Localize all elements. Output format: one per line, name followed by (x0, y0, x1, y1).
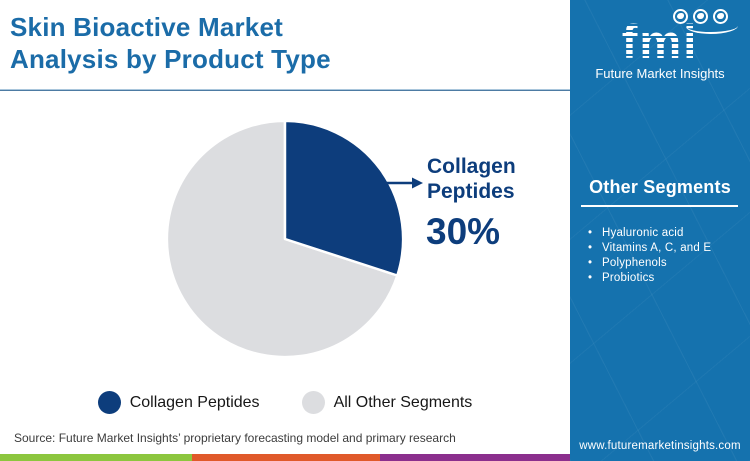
footer-stripe-orange (192, 454, 380, 461)
legend-item-collagen-peptides: Collagen Peptides (97, 391, 260, 414)
logo-acronym: fmi (621, 15, 699, 68)
list-item-hyaluronic-acid: Hyaluronic acid (586, 226, 744, 241)
footer-stripe-green (0, 454, 192, 461)
legend-label: All Other Segments (333, 393, 473, 411)
legend-swatch-collagen-peptides (97, 391, 121, 414)
page-title: Skin Bioactive Market Analysis by Produc… (10, 12, 331, 74)
globe-americas-icon (673, 9, 688, 24)
legend-label: Collagen Peptides (129, 393, 260, 411)
pie-chart-svg (165, 119, 405, 359)
footer-stripe-purple (380, 454, 570, 461)
fmi-logo: fmi Future Market Insights (570, 6, 750, 81)
sidebar: fmi Future Market Insights Other Segment… (570, 0, 750, 461)
callout-slice-value: 30% (426, 211, 501, 252)
website-link[interactable]: www.futuremarketinsights.com (579, 440, 741, 452)
legend-item-all-other-segments: All Other Segments (301, 391, 473, 414)
list-item-polyphenols: Polyphenols (586, 256, 744, 271)
sidebar-heading: Other Segments (589, 177, 731, 197)
pie-chart (161, 115, 409, 363)
globe-asia-icon (713, 9, 728, 24)
list-item-vitamins: Vitamins A, C, and E (586, 241, 744, 256)
pie-slice-collagen-peptides (283, 119, 405, 277)
logo-name: Future Market Insights (595, 65, 725, 81)
callout-arrow-icon (386, 177, 423, 189)
header-divider (0, 89, 570, 91)
sidebar-heading-rule (581, 205, 738, 207)
pie-slice-all-other-segments (165, 119, 399, 359)
globe-europe-icon (693, 9, 708, 24)
callout-slice-label: Collagen Peptides (427, 155, 516, 203)
logo-globes (673, 9, 728, 24)
chart-legend: Collagen Peptides All Other Segments (0, 391, 570, 414)
other-segments-list: Hyaluronic acid Vitamins A, C, and E Pol… (586, 226, 744, 286)
list-item-probiotics: Probiotics (586, 271, 744, 286)
source-note: Source: Future Market Insights’ propriet… (14, 431, 456, 445)
legend-swatch-all-other-segments (301, 391, 325, 414)
